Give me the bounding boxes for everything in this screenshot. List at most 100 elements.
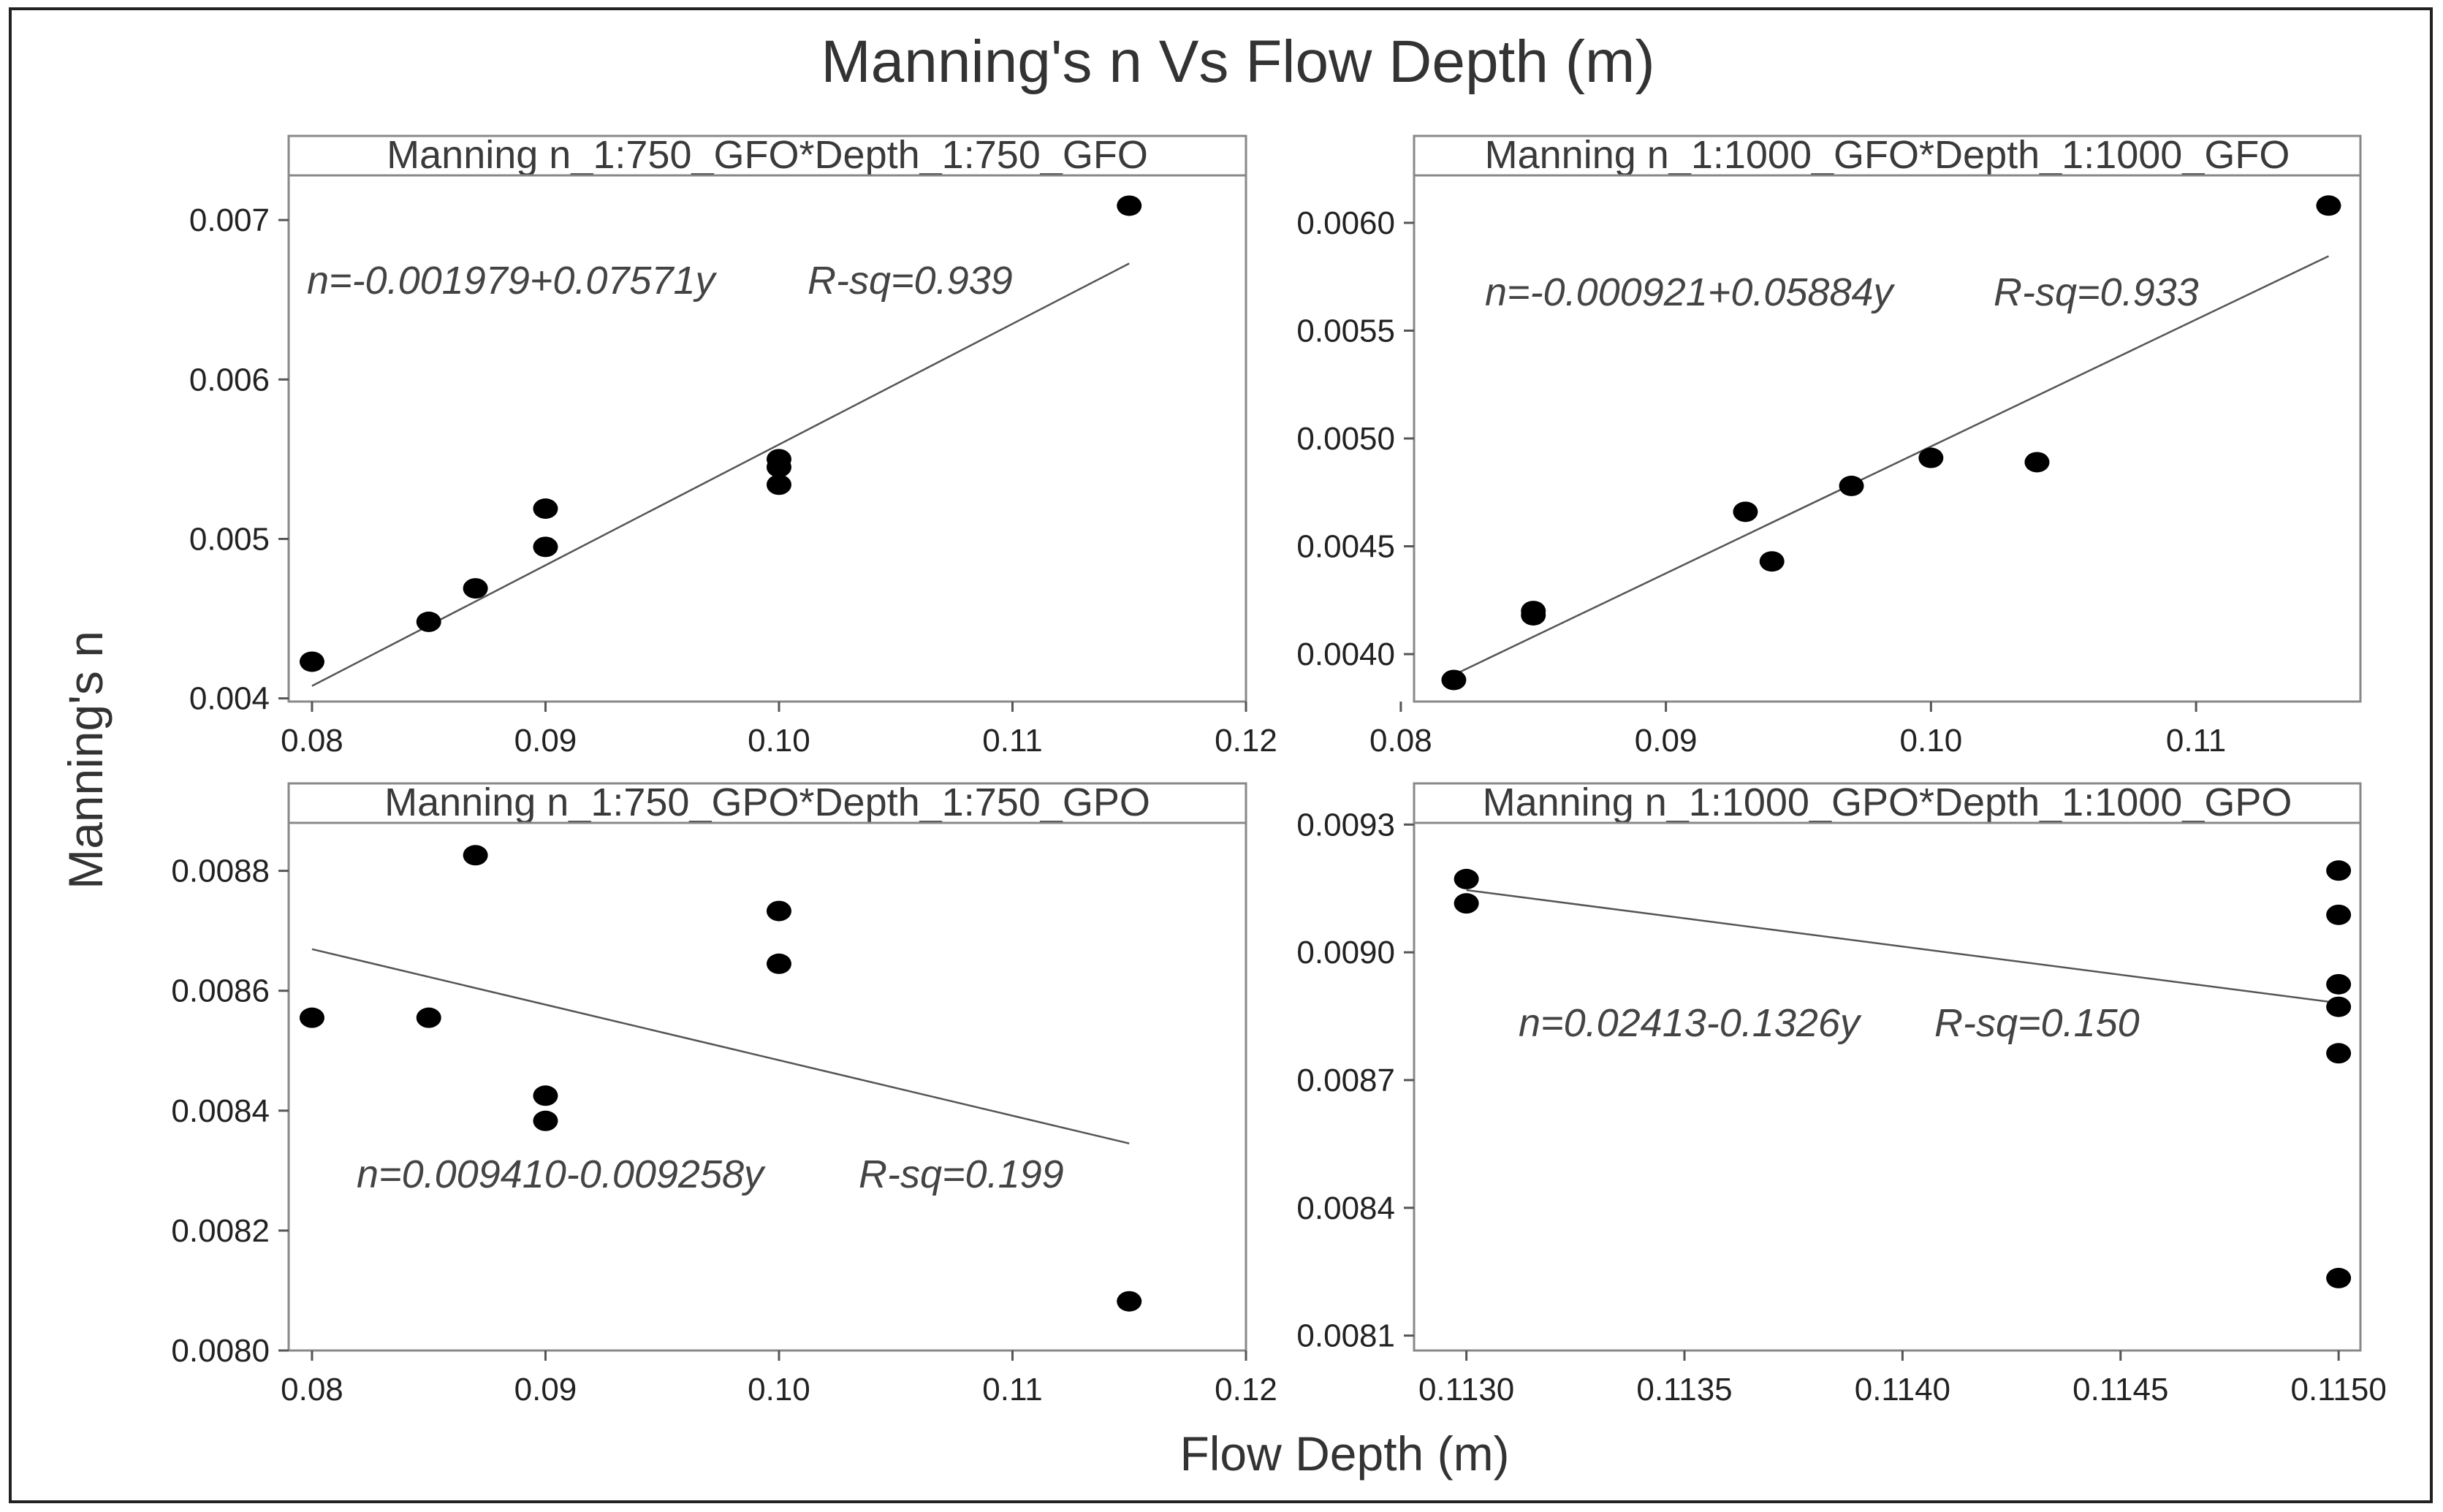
data-point (299, 1007, 324, 1028)
x-tick-label: 0.11 (982, 723, 1042, 759)
y-tick-label: 0.004 (189, 681, 270, 717)
y-tick-label: 0.0045 (1296, 529, 1395, 565)
x-tick-label: 0.12 (1215, 1372, 1277, 1407)
x-tick-label: 0.09 (514, 723, 577, 759)
plot-area (287, 174, 1247, 703)
y-tick-label: 0.0050 (1296, 421, 1395, 457)
panel-1: Manning n_1:750_GFO*Depth_1:750_GFO 0.08 0… (189, 133, 1277, 759)
x-tick-label: 0.11 (982, 1372, 1042, 1407)
r-squared-label: R-sq=0.150 (1934, 1001, 2140, 1045)
data-point (1454, 868, 1479, 889)
plot-area (1413, 174, 2362, 703)
y-tick-label: 0.0087 (1296, 1063, 1395, 1098)
data-point (299, 651, 324, 672)
x-tick-label: 0.1135 (1636, 1372, 1732, 1407)
data-point (1454, 893, 1479, 914)
plot-area (287, 821, 1247, 1352)
plot-area (1413, 821, 2362, 1352)
y-tick-label: 0.0084 (1296, 1190, 1395, 1226)
y-tick-label: 0.007 (189, 202, 270, 238)
figure-title: Manning's n Vs Flow Depth (m) (821, 29, 1654, 95)
data-point (2326, 1043, 2352, 1064)
data-point (2326, 996, 2352, 1017)
panels: Manning n_1:750_GFO*Depth_1:750_GFO 0.08 0… (171, 133, 2386, 1407)
data-point (766, 900, 791, 922)
data-point (463, 845, 488, 866)
data-point (533, 1085, 558, 1106)
y-tick-label: 0.0040 (1296, 637, 1395, 672)
y-axis-label: Manning's n (58, 631, 113, 889)
y-tick-label: 0.0088 (171, 854, 270, 889)
y-tick-label: 0.0084 (171, 1093, 270, 1129)
data-point (766, 449, 791, 470)
data-point (1918, 447, 1944, 468)
x-tick-label: 0.08 (1369, 723, 1432, 759)
data-point (1117, 195, 1142, 216)
panel-title-strip (1413, 782, 2362, 824)
x-tick-label: 0.09 (514, 1372, 577, 1407)
data-point (533, 498, 558, 519)
r-squared-label: R-sq=0.199 (859, 1152, 1064, 1196)
r-squared-label: R-sq=0.933 (1994, 270, 2199, 314)
panel-title: Manning n_1:750_GPO*Depth_1:750_GPO (384, 780, 1150, 824)
data-point (1733, 501, 1758, 523)
x-axis-label: Flow Depth (m) (1179, 1426, 1509, 1481)
regression-line (1453, 255, 2330, 676)
regression-line (311, 262, 1130, 687)
panel-3: Manning n_1:750_GPO*Depth_1:750_GPO 0.08 0… (171, 780, 1277, 1407)
x-tick-label: 0.1140 (1855, 1372, 1950, 1407)
regression-line (311, 948, 1130, 1144)
panel-title-strip (287, 134, 1247, 177)
regression-equation: n=0.009410-0.009258y (357, 1152, 766, 1196)
panel-title-strip (1413, 134, 2362, 177)
data-point (533, 1110, 558, 1131)
y-tick-label: 0.0080 (171, 1333, 270, 1369)
data-point (1521, 601, 1546, 622)
y-tick-label: 0.0055 (1296, 313, 1395, 349)
regression-equation: n=0.02413-0.1326y (1519, 1001, 1862, 1045)
data-point (2326, 904, 2352, 925)
data-point (766, 474, 791, 495)
data-point (2316, 195, 2341, 216)
data-point (1117, 1291, 1142, 1312)
data-point (2326, 860, 2352, 881)
y-tick-label: 0.0090 (1296, 935, 1395, 970)
x-tick-label: 0.08 (281, 1372, 343, 1407)
y-tick-label: 0.0060 (1296, 205, 1395, 241)
y-tick-label: 0.0093 (1296, 807, 1395, 843)
panel-title: Manning n_1:1000_GPO*Depth_1:1000_GPO (1483, 780, 2292, 824)
regression-line (1466, 889, 2339, 1004)
data-point (1839, 475, 1864, 496)
x-tick-label: 0.10 (748, 723, 810, 759)
data-point (1441, 669, 1467, 691)
y-tick-label: 0.006 (189, 362, 270, 398)
regression-equation: n=-0.001979+0.07571y (307, 259, 718, 303)
data-point (1759, 551, 1785, 572)
y-tick-label: 0.005 (189, 521, 270, 557)
data-point (2326, 1267, 2352, 1288)
data-point (463, 578, 488, 599)
data-point (416, 611, 441, 632)
r-squared-label: R-sq=0.939 (808, 259, 1013, 303)
x-tick-label: 0.11 (2166, 723, 2226, 759)
x-tick-label: 0.08 (281, 723, 343, 759)
x-tick-label: 0.09 (1635, 723, 1698, 759)
panel-title: Manning n_1:750_GFO*Depth_1:750_GFO (387, 133, 1148, 177)
x-tick-label: 0.1150 (2291, 1372, 2387, 1407)
panel-2: Manning n_1:1000_GFO*Depth_1:1000_GFO 0.0… (1296, 133, 2362, 759)
x-tick-label: 0.12 (1215, 723, 1277, 759)
x-tick-label: 0.1130 (1418, 1372, 1514, 1407)
y-tick-label: 0.0081 (1296, 1318, 1395, 1354)
data-point (2024, 452, 2050, 473)
x-tick-label: 0.1145 (2072, 1372, 2168, 1407)
data-point (2326, 973, 2352, 995)
regression-equation: n=-0.000921+0.05884y (1485, 270, 1896, 314)
x-tick-label: 0.10 (1900, 723, 1963, 759)
data-point (416, 1007, 441, 1028)
panel-title: Manning n_1:1000_GFO*Depth_1:1000_GFO (1485, 133, 2290, 177)
y-tick-label: 0.0082 (171, 1213, 270, 1249)
data-point (766, 953, 791, 974)
panel-4: Manning n_1:1000_GPO*Depth_1:1000_GPO 0.1… (1296, 780, 2386, 1407)
y-tick-label: 0.0086 (171, 973, 270, 1009)
